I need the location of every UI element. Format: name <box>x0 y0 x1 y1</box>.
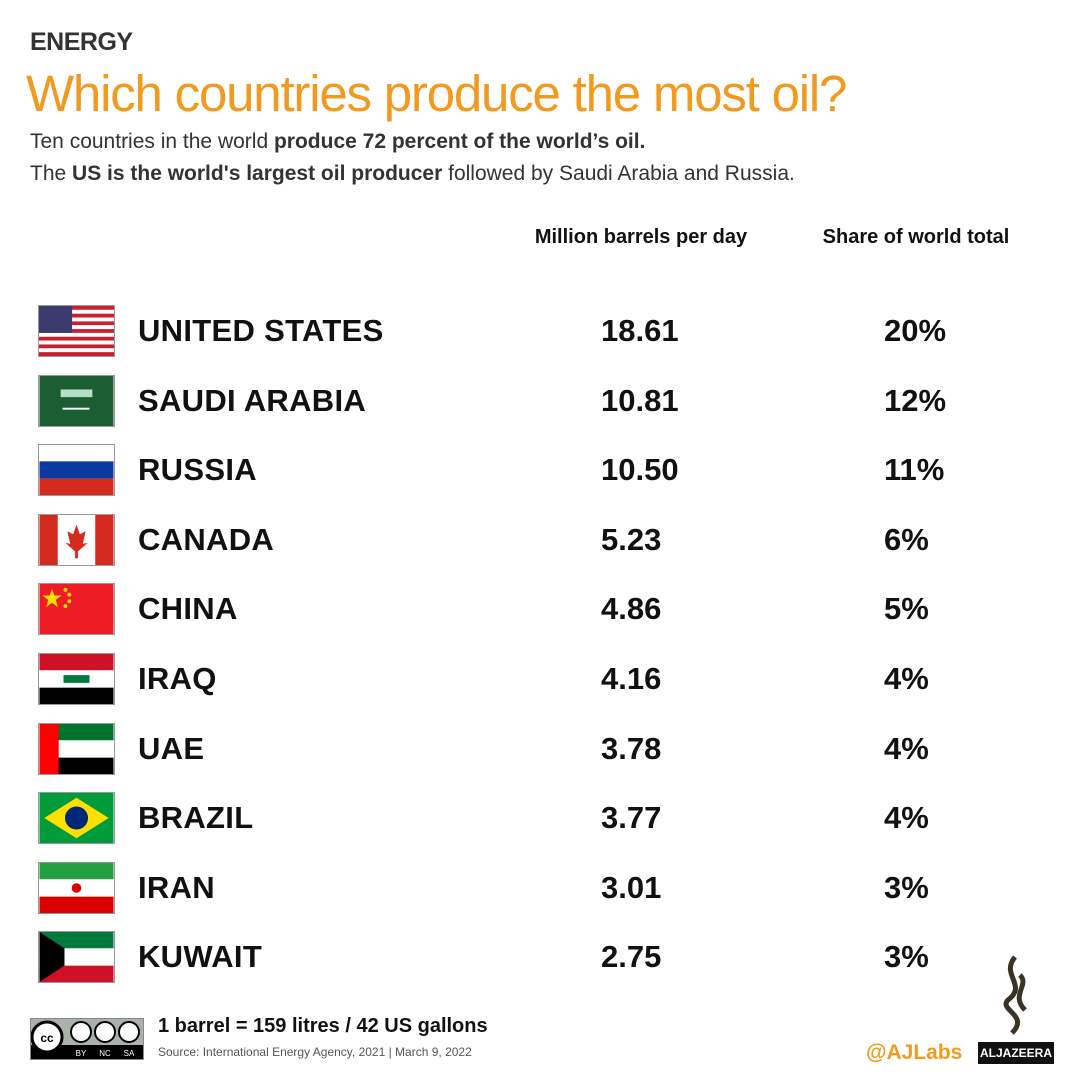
country-name: IRAQ <box>138 661 217 696</box>
barrels-per-day: 18.61 <box>601 313 679 348</box>
column-header-production: Million barrels per day <box>534 226 748 248</box>
country-name: CANADA <box>138 521 275 557</box>
barrels-per-day: 3.78 <box>601 730 662 766</box>
iran-flag-icon <box>38 861 115 914</box>
barrels-per-day: 3.77 <box>601 800 662 836</box>
world-share: 4% <box>884 730 929 766</box>
column-header-share: Share of world total <box>822 226 1010 248</box>
uae-flag-icon <box>38 722 115 775</box>
russia-flag-icon <box>38 444 115 497</box>
world-share: 3% <box>884 939 929 975</box>
country-name: CHINA <box>138 591 238 627</box>
svg-text:NC: NC <box>99 1049 111 1058</box>
world-share: 20% <box>884 313 947 348</box>
barrels-per-day: 3.01 <box>601 869 662 905</box>
svg-text:cc: cc <box>40 1031 54 1045</box>
barrels-per-day: 4.86 <box>601 591 662 627</box>
world-share: 4% <box>884 800 929 836</box>
country-name: RUSSIA <box>138 452 257 488</box>
barrels-per-day: 10.81 <box>601 382 679 418</box>
subtitle-bold: US is the world's largest oil producer <box>72 162 443 185</box>
subtitle-plain: The <box>30 162 73 185</box>
subtitle-plain: Ten countries in the world <box>30 130 274 153</box>
subtitle-plain: followed by Saudi Arabia and Russia. <box>442 162 795 185</box>
saudi-flag-icon <box>38 374 115 427</box>
kuwait-flag-icon <box>38 931 115 984</box>
table-row: KUWAIT 2.75 3% <box>0 927 1080 987</box>
subtitle-line-1: Ten countries in the world produce 72 pe… <box>30 130 645 154</box>
brazil-flag-icon <box>38 792 115 845</box>
us-flag-icon <box>38 305 115 357</box>
barrels-per-day: 5.23 <box>601 521 662 557</box>
table-row: BRAZIL 3.77 4% <box>0 788 1080 848</box>
world-share: 5% <box>884 591 929 627</box>
barrels-per-day: 10.50 <box>601 452 679 488</box>
world-share: 3% <box>884 869 929 905</box>
barrels-per-day: 2.75 <box>601 939 662 975</box>
world-share: 12% <box>884 382 947 418</box>
aljazeera-logo: ALJAZEERA <box>978 1042 1054 1064</box>
world-share: 6% <box>884 521 929 557</box>
source-line: Source: International Energy Agency, 202… <box>158 1045 472 1059</box>
world-share: 11% <box>884 452 945 488</box>
table-row: IRAQ 4.16 4% <box>0 649 1080 709</box>
svg-text:BY: BY <box>76 1049 87 1058</box>
country-name: IRAN <box>138 869 215 905</box>
svg-text:SA: SA <box>124 1049 135 1058</box>
canada-flag-icon <box>38 513 115 566</box>
cc-license-icon: cc BY NC SA <box>30 1018 144 1060</box>
country-name: UAE <box>138 730 205 766</box>
subtitle-bold: produce 72 percent of the world’s oil. <box>273 130 646 153</box>
subtitle-line-2: The US is the world's largest oil produc… <box>30 162 795 186</box>
barrel-conversion-note: 1 barrel = 159 litres / 42 US gallons <box>158 1015 488 1037</box>
aljazeera-calligraphy-logo-icon <box>1003 955 1027 1035</box>
barrels-per-day: 4.16 <box>601 661 662 696</box>
table-row: CHINA 4.86 5% <box>0 579 1080 639</box>
table-row: CANADA 5.23 6% <box>0 510 1080 570</box>
table-row: RUSSIA 10.50 11% <box>0 440 1080 500</box>
table-row: UAE 3.78 4% <box>0 719 1080 779</box>
iraq-flag-icon <box>38 653 115 705</box>
china-flag-icon <box>38 583 115 636</box>
ajlabs-handle[interactable]: @AJLabs <box>866 1041 963 1064</box>
country-name: BRAZIL <box>138 800 254 836</box>
country-name: SAUDI ARABIA <box>138 382 367 418</box>
country-name: KUWAIT <box>138 939 263 975</box>
world-share: 4% <box>884 661 929 696</box>
table-row: SAUDI ARABIA 10.81 12% <box>0 371 1080 431</box>
section-kicker: ENERGY <box>30 28 133 56</box>
table-row: IRAN 3.01 3% <box>0 858 1080 918</box>
table-row: UNITED STATES 18.61 20% <box>0 301 1080 361</box>
country-name: UNITED STATES <box>138 313 384 348</box>
page-title: Which countries produce the most oil? <box>26 65 847 122</box>
